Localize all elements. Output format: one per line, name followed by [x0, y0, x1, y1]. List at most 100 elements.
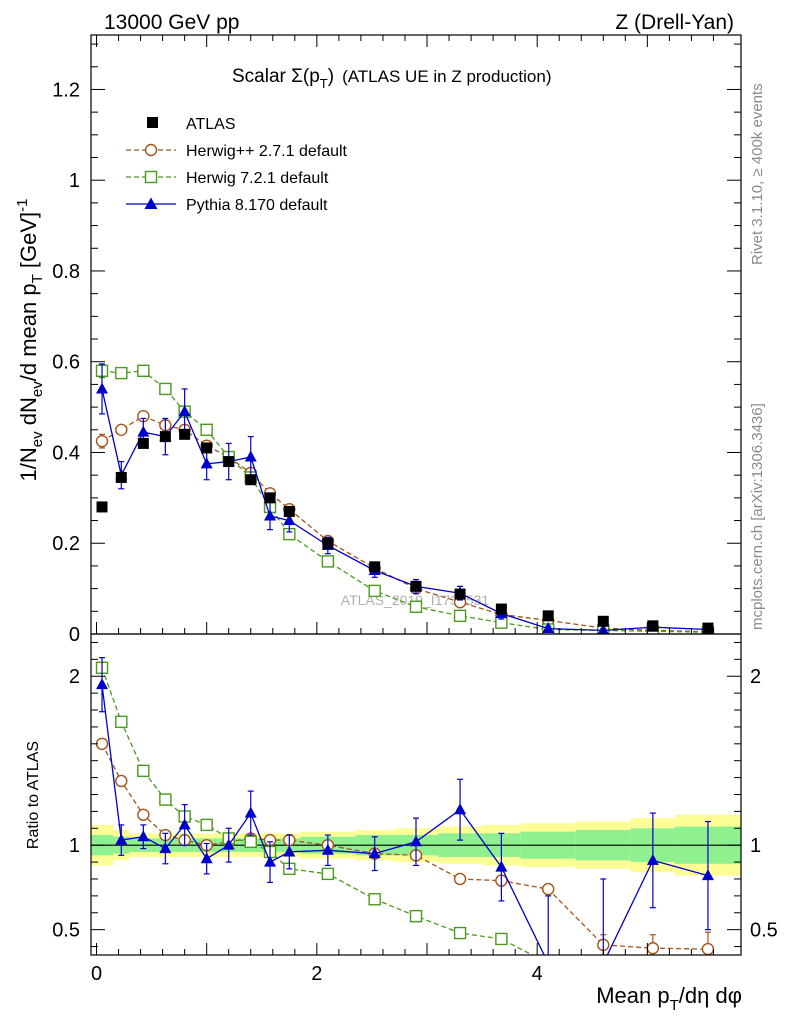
atlas-point: [369, 561, 381, 573]
plot-title: Scalar Σ(pT) (ATLAS UE in Z production): [232, 66, 552, 91]
title-close: ): [328, 66, 334, 87]
main-y-tick-label: 0.4: [52, 442, 80, 464]
legend-marker-atlas: [147, 117, 158, 128]
ratio-y-tick-label-left: 1: [69, 835, 80, 857]
header-left: 13000 GeV pp: [104, 11, 239, 34]
herwig-7-2-1-default-point: [409, 600, 423, 613]
legend-entry-pythia: Pythia 8.170 default: [126, 197, 328, 214]
herwig-7-2-1-default-point: [647, 958, 658, 969]
ratio-y-tick-label-right: 2: [750, 666, 761, 688]
atlas-point: [137, 437, 149, 449]
herwig-7-2-1-default-point: [409, 909, 423, 923]
x-tick-label: 0: [91, 963, 102, 985]
legend-entry-atlas: ATLAS: [147, 116, 236, 133]
xlabel-main: Mean p: [596, 983, 669, 1008]
herwig-7-2-1-default-point: [137, 764, 150, 778]
herwig-7-2-1-default-point: [159, 382, 172, 396]
legend-marker-herwigpp: [144, 143, 158, 157]
pythia-8-170-default-point: [321, 843, 334, 855]
title-suffix: (ATLAS UE in Z production): [342, 67, 551, 86]
pythia-8-170-default-point: [137, 830, 150, 842]
atlas-point: [283, 505, 295, 517]
atlas-point: [223, 456, 235, 468]
main-y-tick-label: 0: [69, 624, 80, 646]
ratio-y-tick-label-left: 0.5: [52, 920, 80, 942]
herwig-7-2-1-default-point: [137, 364, 150, 378]
herwig-2-7-1-default-point: [95, 737, 109, 751]
pythia-8-170-default-point: [410, 835, 422, 847]
ratio-y-tick-label-left: 2: [69, 666, 80, 688]
herwig-7-2-1-default-series: [95, 661, 713, 969]
atlas-point: [322, 537, 334, 549]
main-y-tick-label: 1.2: [52, 79, 80, 101]
pythia-8-170-default-point: [222, 838, 235, 850]
atlas-point: [115, 471, 127, 483]
pythia-8-170-default-point: [495, 860, 508, 872]
herwig-7-2-1-default-line: [101, 667, 534, 955]
pythia-8-170-default-point: [96, 382, 109, 394]
atlas-point: [454, 588, 466, 600]
legend-label-atlas: ATLAS: [186, 116, 236, 133]
herwig-2-7-1-default-point: [115, 774, 128, 788]
pythia-8-170-default-point: [244, 450, 257, 462]
pythia-8-170-default-point: [646, 853, 659, 865]
atlas-point: [179, 428, 191, 440]
x-ticks: 0 2 4: [91, 35, 714, 985]
pythia-8-170-default-point: [200, 457, 213, 469]
herwig-7-2-1-default-point: [702, 958, 713, 969]
main-y-ticks: 0 0.2 0.4 0.6 0.8 1 1.2: [52, 43, 741, 646]
ratio-y-ticks: 0.5 0.5 1 1 2 2: [52, 641, 778, 948]
x-tick-label: 4: [532, 963, 543, 985]
pythia-8-170-default-point: [264, 509, 277, 521]
atlas-point: [159, 431, 171, 443]
atlas-point: [597, 615, 609, 627]
legend: ATLAS Herwig++ 2.7.1 default Herwig 7.2.…: [126, 116, 348, 214]
legend-marker-herwig7: [144, 170, 158, 184]
pythia-8-170-default-point: [283, 845, 296, 857]
pythia-8-170-default-point: [454, 803, 467, 815]
header-right: Z (Drell-Yan): [615, 11, 734, 34]
atlas-point: [702, 622, 714, 634]
herwig-7-2-1-default-point: [453, 609, 467, 623]
x-tick-label: 2: [311, 963, 322, 985]
ratio-y-tick-label-right: 0.5: [750, 920, 778, 942]
x-axis-label: Mean pT/dη dφ: [596, 983, 742, 1014]
pythia-8-170-default-point: [264, 855, 277, 867]
atlas-point: [96, 501, 108, 513]
mcplots-label: mcplots.cern.ch [arXiv:1306.3436]: [749, 403, 766, 630]
atlas-point: [410, 580, 422, 592]
title-sub: T: [320, 76, 328, 91]
herwig-2-7-1-default-point: [115, 423, 128, 436]
pythia-8-170-default-point: [244, 806, 257, 818]
herwig-2-7-1-default-point: [646, 942, 660, 955]
herwig-7-2-1-default-point: [453, 926, 467, 940]
pythia-8-170-default-point: [96, 678, 109, 690]
herwig-7-2-1-default-point: [321, 867, 335, 881]
herwig-7-2-1-default-point: [200, 423, 213, 436]
atlas-point: [245, 474, 257, 486]
pythia-8-170-default-point: [159, 842, 172, 854]
main-y-tick-label: 0.8: [52, 261, 80, 283]
herwig-7-2-1-default-point: [321, 555, 335, 568]
pythia-8-170-default-point: [701, 869, 714, 881]
pythia-8-170-default-point: [542, 957, 554, 968]
title-main: Scalar Σ(p: [232, 66, 320, 87]
rivet-label: Rivet 3.1.10, ≥ 400k events: [749, 83, 766, 265]
pythia-8-170-default-point: [137, 425, 150, 437]
atlas-point: [647, 620, 659, 632]
herwig-7-2-1-default-point: [368, 584, 381, 598]
atlas-point: [495, 603, 507, 615]
herwig-7-2-1-default-point: [598, 958, 609, 969]
legend-label-herwigpp: Herwig++ 2.7.1 default: [186, 143, 348, 160]
herwig-2-7-1-default-point: [453, 872, 467, 886]
atlas-point: [201, 442, 213, 454]
pythia-8-170-default-point: [368, 847, 381, 859]
ratio-ylabel: Ratio to ATLAS: [25, 741, 42, 849]
xlabel-rest: /dη dφ: [679, 983, 742, 1008]
xlabel-sub: T: [670, 997, 679, 1014]
pythia-8-170-default-point: [200, 852, 213, 864]
pythia-8-170-default-point: [283, 514, 296, 526]
herwig-2-7-1-default-point: [95, 434, 109, 448]
main-y-tick-label: 0.6: [52, 352, 80, 374]
